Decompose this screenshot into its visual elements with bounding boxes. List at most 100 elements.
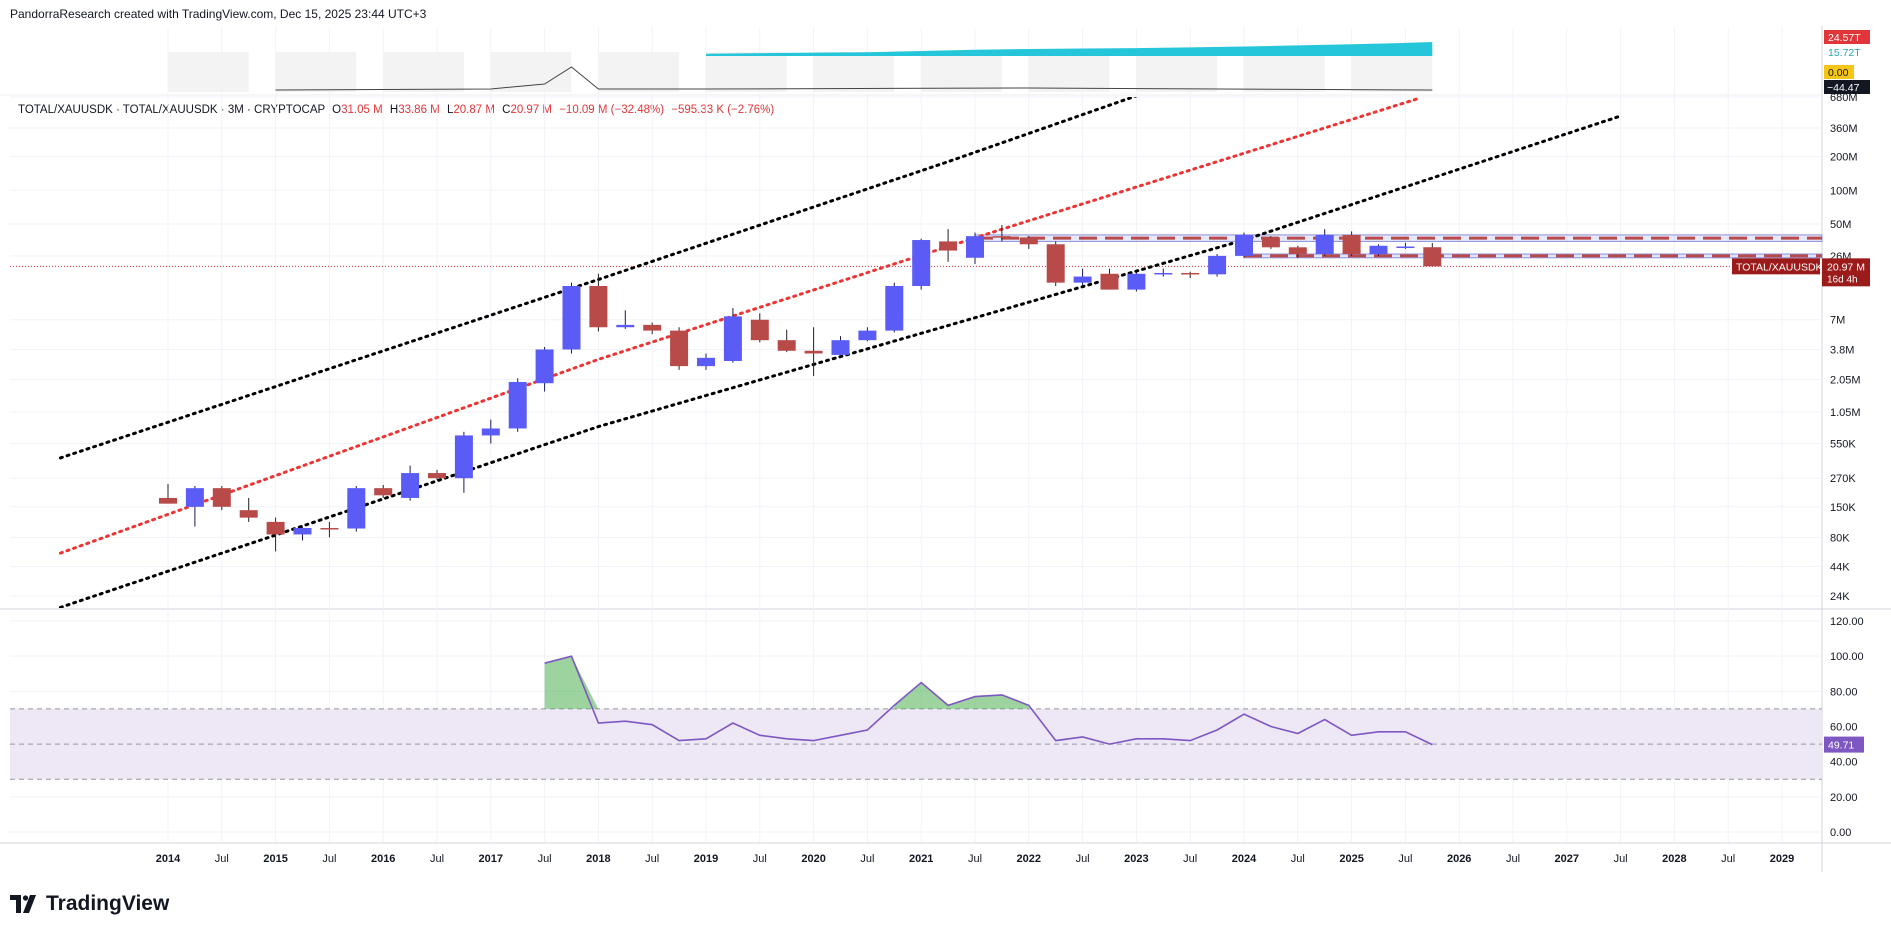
price-axis-label: 270K — [1830, 473, 1856, 485]
candle-body — [1396, 246, 1415, 249]
price-axis-label: 24K — [1830, 591, 1850, 603]
legend-high: 33.86 M — [398, 104, 440, 116]
price-axis-label: 150K — [1830, 502, 1856, 514]
candle-body — [939, 241, 958, 251]
price-axis-label: 44K — [1830, 561, 1850, 573]
legend-close: 20.97 M — [510, 104, 552, 116]
time-axis-label: Jul — [753, 853, 767, 865]
time-axis-label: 2027 — [1555, 853, 1579, 865]
chart-credit: PandorraResearch created with TradingVie… — [10, 7, 427, 21]
candle-body — [858, 330, 877, 341]
time-axis-label: Jul — [1721, 853, 1735, 865]
tradingview-wordmark: TradingView — [46, 892, 170, 915]
candle-body — [670, 330, 689, 367]
price-axis-label: 1.05M — [1830, 407, 1861, 419]
legend-high-label: H — [389, 104, 399, 116]
zero-tag — [1824, 65, 1854, 79]
price-axis-label: 7M — [1830, 315, 1845, 327]
candle-body — [885, 286, 904, 331]
time-axis-label: 2020 — [801, 853, 825, 865]
candle-body — [1288, 247, 1307, 255]
candle-body — [239, 510, 258, 518]
time-axis-label: Jul — [430, 853, 444, 865]
price-axis-label: 360M — [1830, 123, 1858, 135]
candle-body — [401, 473, 420, 498]
channel-mid-line — [58, 97, 1418, 555]
time-axis-label: 2025 — [1339, 853, 1363, 865]
time-axis-label: Jul — [860, 853, 874, 865]
time-axis-label: 2018 — [586, 853, 610, 865]
candle-body — [481, 428, 500, 436]
volume-session-block — [275, 52, 357, 92]
candle-body — [966, 236, 984, 258]
candle-body — [697, 357, 715, 367]
candle-body — [723, 316, 742, 361]
candle-body — [1342, 234, 1361, 255]
tradingview-branding[interactable]: TradingView — [10, 892, 169, 916]
candle-body — [1261, 237, 1280, 248]
rsi-axis-label: 40.00 — [1830, 757, 1858, 769]
candle-body — [535, 349, 554, 384]
candle-body — [159, 497, 177, 504]
volume-session-block — [921, 52, 1002, 92]
volume-session-block — [168, 52, 249, 92]
candle-body — [777, 340, 796, 351]
candle-body — [912, 240, 931, 287]
candle-body — [428, 473, 446, 479]
time-axis-label: 2021 — [909, 853, 933, 865]
legend-change: −10.09 M (−32.48%) — [559, 104, 665, 116]
time-axis-label: 2026 — [1447, 853, 1471, 865]
legend-open: 31.05 M — [341, 104, 383, 116]
time-axis-label: Jul — [322, 853, 336, 865]
last-price-value: 20.97 M — [1827, 261, 1865, 273]
candle-body — [1046, 244, 1065, 283]
channel-group — [58, 97, 1623, 608]
candle-body — [374, 488, 393, 496]
legend-close-label: C — [502, 104, 511, 116]
last-price-name: TOTAL/XAUUSDK — [1736, 261, 1823, 273]
rsi-overbought-fill — [544, 656, 599, 709]
candle-body — [1100, 273, 1119, 290]
legend-low-label: L — [446, 104, 454, 116]
candle-body — [1181, 272, 1200, 275]
volume-session-block — [383, 52, 464, 92]
rsi-value-tag — [1824, 736, 1864, 753]
zero-value: 0.00 — [1828, 67, 1849, 79]
candle-body — [1154, 272, 1173, 275]
volume-tag — [1824, 30, 1870, 44]
candle-body — [804, 350, 823, 354]
last-price-name-tag — [1732, 258, 1820, 275]
price-axis-label: 2.05M — [1830, 375, 1861, 387]
channel-lower-line — [58, 114, 1623, 608]
rsi-line — [544, 655, 1433, 746]
time-axis-label: Jul — [1614, 853, 1628, 865]
candle-body — [1235, 234, 1253, 256]
price-axis-label: 550K — [1830, 439, 1856, 451]
price-axis-label: 3.8M — [1830, 344, 1854, 356]
volume-session-block — [1028, 52, 1110, 92]
time-axis-label: Jul — [215, 853, 229, 865]
candle-body — [266, 521, 285, 535]
candle-body — [1423, 247, 1442, 267]
time-axis-label: Jul — [1398, 853, 1412, 865]
candle-body — [589, 286, 608, 328]
rsi-value-label: 49.71 — [1828, 740, 1854, 752]
candle-body — [831, 340, 850, 355]
time-axis-label: 2019 — [694, 853, 718, 865]
rsi-axis-label: 20.00 — [1830, 792, 1858, 804]
volume-session-block — [813, 52, 895, 92]
candle-body — [643, 324, 662, 331]
rsi-axis-label: 60.00 — [1830, 722, 1858, 734]
candle-body — [1127, 273, 1146, 290]
candle-body — [293, 528, 312, 535]
tradingview-logo-icon — [10, 895, 40, 913]
volume-session-block — [1136, 52, 1218, 92]
time-axis-label: Jul — [1291, 853, 1305, 865]
candle-body — [1208, 255, 1227, 275]
candle-body — [212, 488, 231, 507]
rsi-axis-label: 80.00 — [1830, 686, 1858, 698]
last-price-tag — [1822, 258, 1870, 287]
time-axis-label: Jul — [1076, 853, 1090, 865]
legend-symbol[interactable]: TOTAL/XAUUSDK · TOTAL/XAUUSDK · 3M · CRY… — [18, 104, 325, 116]
